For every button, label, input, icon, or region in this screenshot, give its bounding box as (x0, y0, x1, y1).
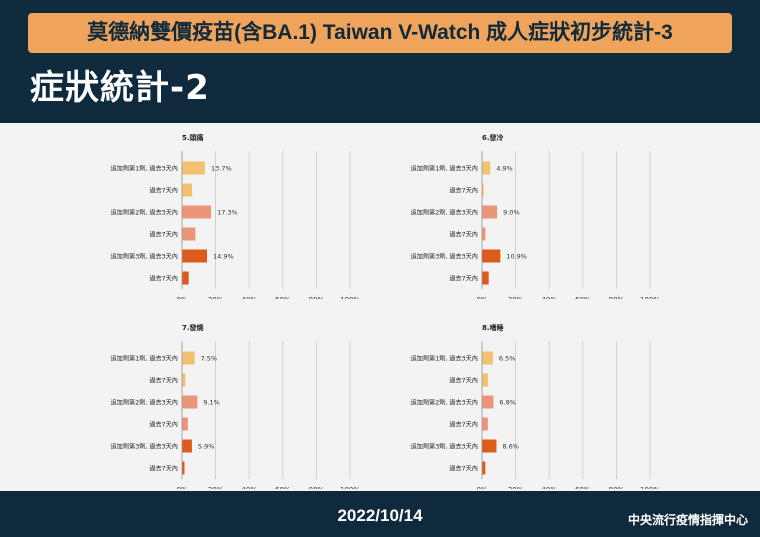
bar (482, 249, 501, 263)
bar (182, 227, 196, 241)
bar (482, 271, 489, 285)
category-label: 追加劑第3劑, 過去3天內 (411, 443, 479, 451)
data-label: 9.0% (503, 209, 520, 217)
chart-fever: 7.發燒 0% 20% 40% 60% 80% 100% 追加劑第1劑, 過去3天內 7.5% 過… (111, 323, 361, 489)
x-tick-label: 100% (640, 296, 660, 299)
chart-title: 5.頭痛 (182, 133, 204, 142)
category-label: 過去7天內 (149, 275, 178, 283)
bar (182, 183, 193, 197)
category-label: 過去7天內 (149, 377, 178, 385)
chart-title: 8.嗜睡 (482, 323, 504, 332)
x-tick-label: 80% (609, 486, 625, 489)
bar (482, 461, 486, 475)
category-label: 追加劑第2劑, 過去3天內 (111, 209, 179, 217)
footer-organization: 中央流行疫情指揮中心 (627, 513, 748, 527)
x-tick-label: 80% (309, 296, 325, 299)
category-label: 過去7天內 (149, 465, 178, 473)
chart-title: 7.發燒 (182, 323, 204, 332)
data-label: 17.3% (217, 209, 238, 217)
bar (182, 249, 208, 263)
bar (182, 461, 185, 475)
bar (182, 417, 188, 431)
category-label: 過去7天內 (149, 421, 178, 429)
bar (182, 205, 212, 219)
data-label: 13.7% (211, 165, 232, 173)
x-tick-label: 0% (476, 486, 487, 489)
page-title: 症狀統計-2 (30, 68, 210, 108)
header-banner: 莫德納雙價疫苗(含BA.1) Taiwan V-Watch 成人症狀初步統計-3 (28, 13, 732, 53)
bar (482, 373, 488, 387)
bar (482, 183, 484, 197)
bar (182, 161, 206, 175)
x-tick-label: 60% (275, 296, 291, 299)
chart-drowsiness: 8.嗜睡 0% 20% 40% 60% 80% 100% 追加劑第1劑, 過去3天內 6.5% 過… (411, 323, 661, 489)
bar (482, 351, 493, 365)
category-label: 追加劑第1劑, 過去3天內 (111, 355, 179, 363)
category-label: 追加劑第1劑, 過去3天內 (411, 165, 479, 173)
x-tick-label: 80% (609, 296, 625, 299)
bar (482, 161, 491, 175)
x-tick-label: 40% (241, 486, 257, 489)
x-tick-label: 0% (176, 296, 187, 299)
category-label: 追加劑第2劑, 過去3天內 (111, 399, 179, 407)
data-label: 14.9% (213, 253, 234, 261)
category-label: 追加劑第2劑, 過去3天內 (411, 209, 479, 217)
bar (482, 227, 486, 241)
bar (182, 351, 195, 365)
x-tick-label: 0% (476, 296, 487, 299)
category-label: 追加劑第2劑, 過去3天內 (411, 399, 479, 407)
charts-panel: 5.頭痛 0% 20% 40% 60% 80% 100% 追加劑第1劑, 過去3天內 13.7%… (0, 123, 760, 491)
category-label: 過去7天內 (449, 421, 478, 429)
x-tick-label: 100% (340, 486, 360, 489)
x-tick-label: 80% (309, 486, 325, 489)
x-tick-label: 100% (340, 296, 360, 299)
x-tick-label: 20% (508, 296, 524, 299)
bar (482, 395, 494, 409)
x-tick-label: 60% (575, 486, 591, 489)
bar (182, 395, 198, 409)
data-label: 10.9% (506, 253, 527, 261)
x-tick-label: 40% (241, 296, 257, 299)
chart-title: 6.發冷 (482, 133, 504, 142)
category-label: 追加劑第3劑, 過去3天內 (111, 443, 179, 451)
category-label: 追加劑第1劑, 過去3天內 (111, 165, 179, 173)
category-label: 追加劑第3劑, 過去3天內 (411, 253, 479, 261)
bar (182, 271, 189, 285)
x-tick-label: 0% (176, 486, 187, 489)
bar (482, 417, 488, 431)
footer-date: 2022/10/14 (337, 506, 423, 525)
bar (182, 373, 186, 387)
category-label: 過去7天內 (449, 231, 478, 239)
data-label: 6.5% (499, 355, 516, 363)
data-label: 5.9% (198, 443, 215, 451)
x-tick-label: 20% (508, 486, 524, 489)
bar (482, 205, 498, 219)
category-label: 追加劑第1劑, 過去3天內 (411, 355, 479, 363)
bar (482, 439, 497, 453)
category-label: 過去7天內 (149, 231, 178, 239)
x-tick-label: 20% (208, 296, 224, 299)
category-label: 過去7天內 (449, 187, 478, 195)
category-label: 過去7天內 (149, 187, 178, 195)
chart-chills: 6.發冷 0% 20% 40% 60% 80% 100% 追加劑第1劑, 過去3天內 4.9% 過… (411, 133, 661, 299)
x-tick-label: 40% (541, 296, 557, 299)
data-label: 9.1% (203, 399, 220, 407)
data-label: 8.6% (502, 443, 519, 451)
category-label: 追加劑第3劑, 過去3天內 (111, 253, 179, 261)
data-label: 7.5% (201, 355, 218, 363)
category-label: 過去7天內 (449, 377, 478, 385)
x-tick-label: 60% (575, 296, 591, 299)
chart-headache: 5.頭痛 0% 20% 40% 60% 80% 100% 追加劑第1劑, 過去3天內 13.7%… (111, 133, 361, 299)
category-label: 過去7天內 (449, 465, 478, 473)
x-tick-label: 100% (640, 486, 660, 489)
category-label: 過去7天內 (449, 275, 478, 283)
x-tick-label: 40% (541, 486, 557, 489)
data-label: 4.9% (496, 165, 513, 173)
x-tick-label: 60% (275, 486, 291, 489)
data-label: 6.8% (499, 399, 516, 407)
x-tick-label: 20% (208, 486, 224, 489)
bar (182, 439, 192, 453)
